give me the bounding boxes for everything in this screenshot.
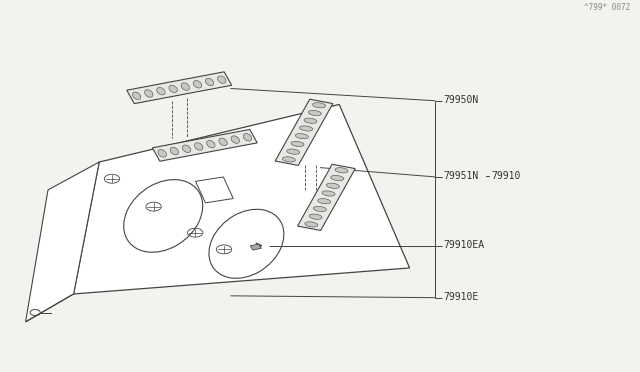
Ellipse shape [300, 126, 313, 131]
Ellipse shape [218, 76, 226, 83]
Text: 79910E: 79910E [443, 292, 478, 302]
Ellipse shape [243, 134, 252, 141]
Ellipse shape [170, 147, 179, 155]
Ellipse shape [145, 90, 153, 97]
Ellipse shape [308, 110, 321, 116]
Text: 79951N: 79951N [443, 171, 478, 181]
Ellipse shape [231, 136, 239, 143]
Ellipse shape [305, 222, 317, 227]
Ellipse shape [331, 176, 344, 181]
Ellipse shape [295, 134, 308, 139]
Text: 79950N: 79950N [443, 95, 478, 105]
Ellipse shape [287, 149, 300, 154]
Ellipse shape [219, 138, 227, 146]
Ellipse shape [322, 191, 335, 196]
Ellipse shape [181, 83, 189, 90]
Ellipse shape [132, 92, 141, 100]
Ellipse shape [282, 157, 295, 162]
Ellipse shape [182, 145, 191, 153]
Polygon shape [127, 72, 232, 104]
Ellipse shape [169, 85, 177, 93]
Ellipse shape [158, 150, 166, 157]
Text: 79910EA: 79910EA [443, 240, 484, 250]
Polygon shape [275, 99, 333, 166]
Ellipse shape [205, 78, 214, 86]
Ellipse shape [314, 206, 326, 212]
Ellipse shape [157, 87, 165, 95]
Ellipse shape [304, 118, 317, 124]
Ellipse shape [313, 103, 326, 108]
Polygon shape [298, 164, 355, 231]
Ellipse shape [335, 168, 348, 173]
Polygon shape [74, 105, 410, 294]
Polygon shape [152, 129, 257, 161]
Ellipse shape [193, 80, 202, 88]
Ellipse shape [326, 183, 339, 188]
Ellipse shape [309, 214, 322, 219]
Ellipse shape [317, 199, 331, 204]
Polygon shape [250, 244, 261, 250]
Ellipse shape [291, 141, 304, 147]
Text: ^799* 0072: ^799* 0072 [584, 3, 630, 12]
Polygon shape [26, 162, 99, 322]
Ellipse shape [195, 143, 203, 150]
Text: 79910: 79910 [491, 171, 520, 181]
Ellipse shape [207, 140, 215, 148]
